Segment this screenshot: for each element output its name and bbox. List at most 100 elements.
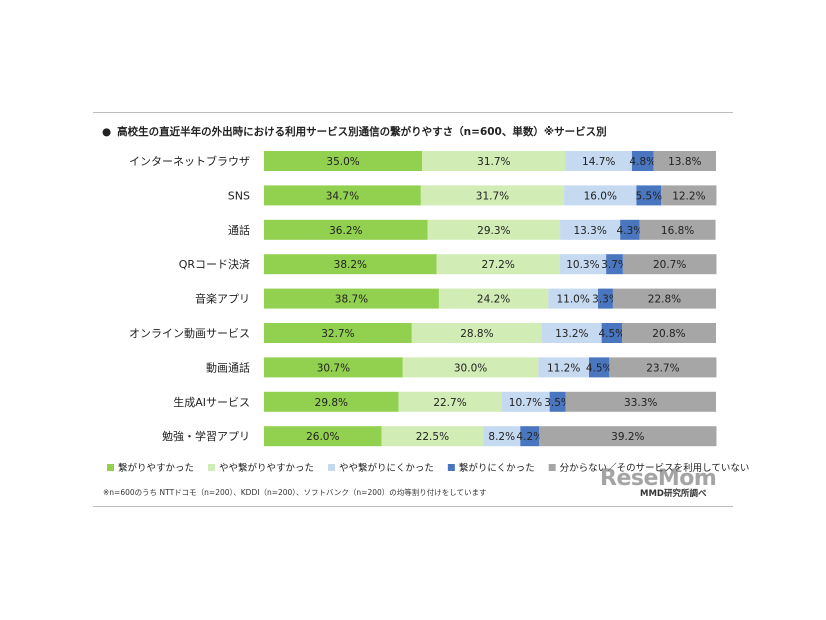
bar-segment [264,426,382,447]
data-label: 28.8% [460,328,493,340]
legend-swatch [447,464,455,471]
category-label: 音楽アプリ [195,292,250,306]
data-label: 22.8% [648,294,681,306]
data-label: 4.3% [617,225,644,237]
bar-segment [622,254,717,275]
data-label: 4.5% [598,328,625,340]
bar-segment [427,219,561,240]
category-label: オンライン動画サービス [129,326,250,340]
data-label: 32.7% [321,328,354,340]
bar-segment [631,151,654,171]
category-label: SNS [228,189,250,202]
bar-segment [639,219,716,240]
bar-segment [549,391,566,412]
data-label: 22.5% [416,431,449,443]
bottom-rule [93,506,733,507]
data-label: 34.7% [326,190,359,202]
data-label: 10.3% [566,259,599,271]
data-label: 39.2% [611,431,644,443]
bar-segment [483,426,521,447]
data-label: 31.7% [476,190,509,202]
bar-segment [564,185,637,206]
data-label: 23.7% [646,362,679,374]
legend-swatch [328,464,336,471]
bar-segment [621,323,716,343]
legend-entry: やや繋がりやすかった [219,462,314,474]
watermark-logo: ReseMom [600,466,717,491]
chart-title-text: 高校生の直近半年の外出時における利用サービス別通信の繋がりやすさ（n=600、単… [117,126,607,138]
data-label: 20.7% [653,259,686,271]
legend-entry: 繋がりにくかった [459,462,535,474]
category-label: インターネットブラウザ [129,154,250,168]
data-label: 3.3% [592,294,619,306]
category-label: 勉強・学習アプリ [162,429,250,443]
bar-segment [422,151,566,171]
category-label: QRコード決済 [179,257,250,271]
data-label: 13.8% [668,156,701,168]
legend-swatch [208,464,216,471]
bar-segment [264,185,421,206]
data-label: 30.0% [454,362,487,374]
bar-segment [560,219,621,240]
bar-segment [538,357,589,378]
bar-segment [264,357,403,378]
bar-segment [548,288,599,309]
legend-swatch [107,464,114,471]
bar-segment [381,426,484,447]
top-rule [93,112,733,113]
data-label: 16.0% [584,190,617,202]
data-label: 38.7% [335,294,368,306]
bar-segment [264,219,428,240]
data-label: 35.0% [326,156,359,168]
bar-segment [606,254,623,275]
bar-segment [264,254,437,275]
data-label: 12.2% [672,190,705,202]
bar-segment [398,391,502,412]
bar-segment [264,288,439,309]
footnote: ※n=600のうち NTTドコモ（n=200）、KDDI（n=200）、ソフトバ… [103,488,487,497]
data-label: 8.2% [488,431,515,443]
bar-segment [436,254,560,275]
category-label: 生成AIサービス [173,395,250,409]
bar-segment [565,391,716,412]
bar-segment [411,323,542,343]
data-label: 5.5% [636,190,663,202]
bar-segment [598,288,613,309]
category-label: 通話 [228,223,250,237]
bar-segment [264,391,399,412]
bar-segment [609,357,717,378]
bar-segment [565,151,632,171]
bar-segment [588,357,610,378]
data-label: 27.2% [481,259,514,271]
title-bullet: ● [102,126,112,138]
data-label: 13.2% [555,328,588,340]
bar-segment [620,219,640,240]
bar-segment [438,288,549,309]
data-label: 10.7% [509,397,542,409]
data-label: 38.2% [334,259,367,271]
data-label: 14.7% [582,156,615,168]
bar-segment [501,391,550,412]
data-label: 4.2% [516,431,543,443]
bar-segment [653,151,716,171]
chart-title: ● 高校生の直近半年の外出時における利用サービス別通信の繋がりやすさ（n=600、… [102,124,607,139]
data-label: 4.5% [586,362,613,374]
data-label: 13.3% [573,225,606,237]
bar-segment [559,254,607,275]
data-label: 29.8% [315,397,348,409]
legend-swatch [548,464,556,471]
bar-segment [420,185,565,206]
data-label: 16.8% [661,225,694,237]
data-label: 20.8% [652,328,685,340]
data-label: 33.3% [624,397,657,409]
category-label: 動画通話 [206,360,250,374]
data-label: 24.2% [477,294,510,306]
bar-segment [612,288,716,309]
bar-segment [264,323,412,343]
bar-segment [264,151,423,171]
data-label: 3.7% [601,259,628,271]
data-label: 29.3% [477,225,510,237]
data-label: 22.7% [433,397,466,409]
data-label: 36.2% [329,225,362,237]
